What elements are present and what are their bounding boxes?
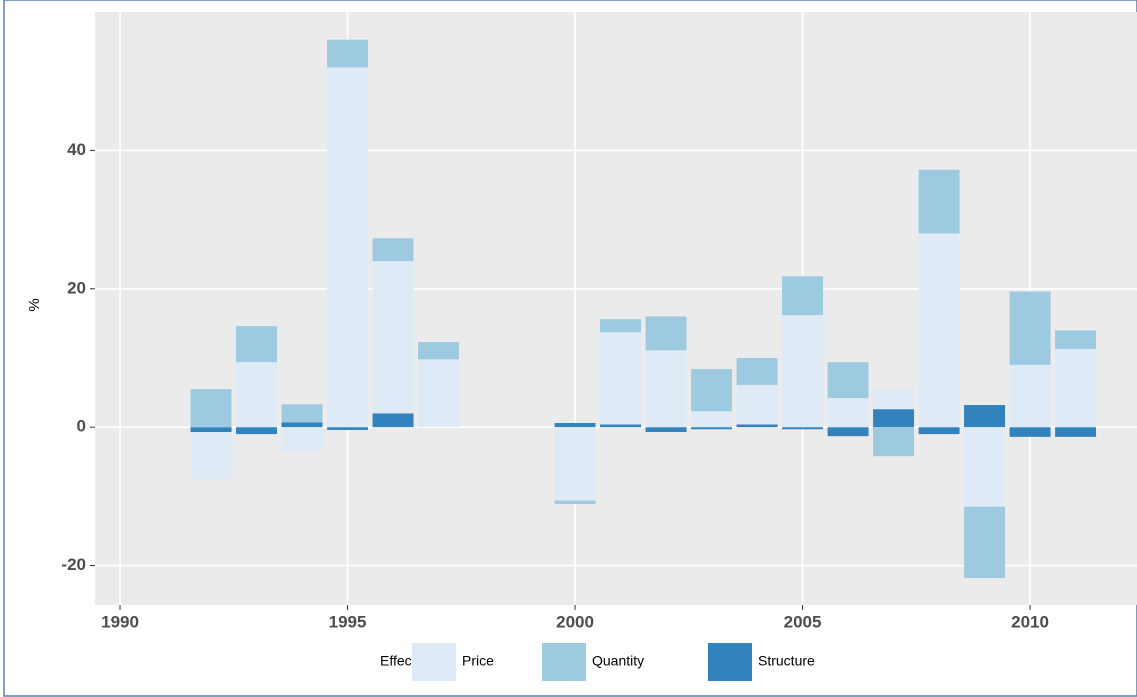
x-tick-label: 2010	[1011, 612, 1049, 631]
bar-segment	[873, 389, 915, 410]
bar-segment	[1055, 427, 1097, 437]
y-tick-label: 40	[67, 140, 86, 159]
bar-segment	[645, 350, 687, 428]
plot-background	[95, 12, 1137, 605]
bar-segment	[691, 427, 733, 430]
bar-segment	[782, 315, 824, 428]
y-tick-label: 20	[67, 278, 86, 297]
bar-segment	[1009, 364, 1051, 428]
bar-segment	[600, 424, 642, 428]
bar-segment	[1055, 348, 1097, 428]
bar-segment	[691, 369, 733, 412]
bar-segment	[1009, 427, 1051, 437]
legend-label: Price	[462, 653, 494, 669]
bar-segment	[372, 261, 414, 414]
y-tick-label: 0	[77, 417, 86, 436]
bar-segment	[827, 427, 869, 437]
bar-segment	[418, 342, 460, 360]
x-tick-label: 2005	[784, 612, 822, 631]
legend-label: Structure	[758, 653, 815, 669]
legend-key	[708, 643, 752, 681]
legend-title: Effects	[380, 653, 423, 669]
bar-segment	[873, 409, 915, 428]
bar-segment	[827, 398, 869, 428]
x-tick-label: 2000	[556, 612, 594, 631]
page-frame	[3, 0, 1137, 697]
bar-segment	[645, 427, 687, 433]
bar-segment	[327, 427, 369, 430]
bar-segment	[827, 362, 869, 399]
bar-segment	[782, 276, 824, 316]
bar-segment	[281, 427, 323, 452]
bar-segment	[554, 500, 596, 504]
bar-segment	[736, 424, 778, 428]
bar-segment	[418, 359, 460, 428]
bar-segment	[236, 427, 278, 435]
x-tick-label: 1990	[101, 612, 139, 631]
bar-segment	[190, 432, 232, 480]
bar-segment	[372, 238, 414, 262]
bar-segment	[236, 326, 278, 363]
bar-segment	[691, 411, 733, 428]
bar-segment	[281, 422, 323, 428]
bar-segment	[964, 506, 1006, 579]
bar-segment	[1009, 291, 1051, 365]
bar-segment	[964, 427, 1006, 507]
bar-segment	[600, 332, 642, 425]
bar-segment	[600, 319, 642, 333]
y-axis-label: %	[26, 298, 43, 311]
legend-key	[542, 643, 586, 681]
bar-segment	[964, 405, 1006, 428]
bar-segment	[190, 427, 232, 433]
bar-segment	[918, 233, 960, 428]
bar-segment	[918, 169, 960, 234]
bar-segment	[372, 413, 414, 428]
bar-segment	[918, 427, 960, 435]
bar-segment	[873, 427, 915, 457]
bar-segment	[554, 427, 596, 501]
bar-segment	[281, 404, 323, 423]
bar-segment	[782, 427, 824, 430]
legend-label: Quantity	[592, 653, 644, 669]
y-tick-label: -20	[61, 555, 86, 574]
bar-segment	[1055, 330, 1097, 349]
bar-segment	[554, 423, 596, 428]
x-tick-label: 1995	[329, 612, 367, 631]
bar-segment	[736, 357, 778, 385]
bar-segment	[327, 39, 369, 68]
bar-segment	[190, 389, 232, 428]
bar-segment	[327, 67, 369, 428]
bar-segment	[645, 316, 687, 351]
bar-segment	[736, 384, 778, 425]
legend-key	[412, 643, 456, 681]
bar-segment	[236, 362, 278, 428]
